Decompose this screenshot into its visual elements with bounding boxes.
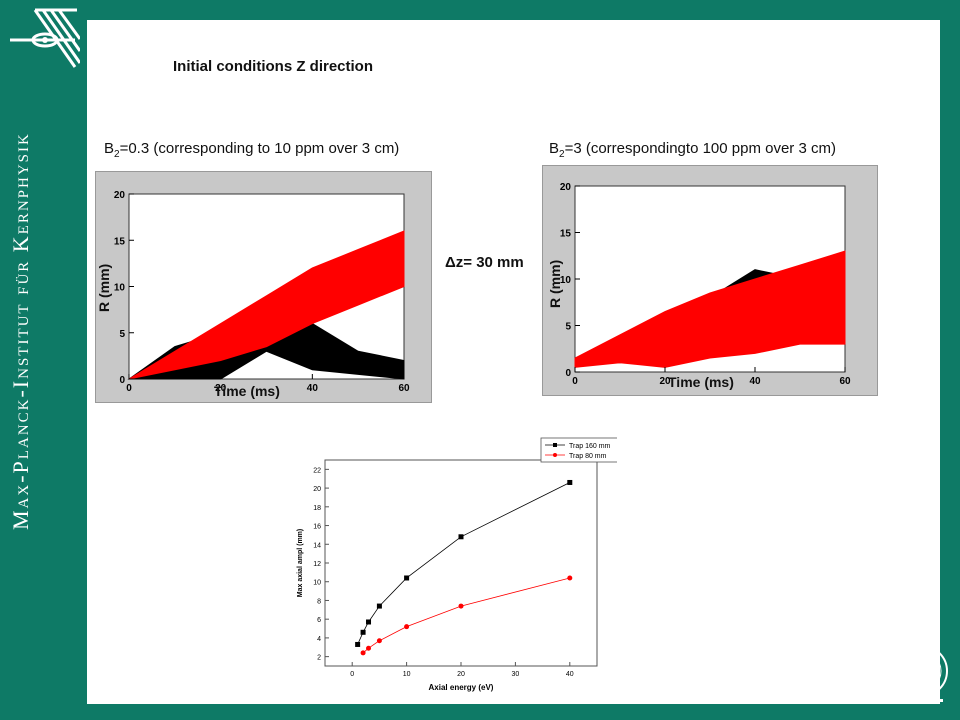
y-tick-label: 14 [313, 542, 321, 549]
legend-box [540, 437, 617, 463]
side-text: Max-Planck-Institut für Kernphysik [8, 132, 33, 530]
band-series-1 [128, 230, 405, 380]
x-tick-label: 0 [350, 671, 354, 678]
data-point [404, 624, 410, 630]
left-plot: 0 5 10 15 20 0 20 40 60 [114, 190, 410, 394]
data-point [376, 603, 382, 609]
series-line-1 [362, 577, 570, 654]
x-tick-label: 20 [215, 383, 227, 394]
left-plot-xlabel: Time (ms) [214, 383, 280, 399]
data-point [567, 479, 573, 485]
data-point [360, 629, 366, 635]
legend-marker [553, 443, 557, 447]
y-tick-label: 0 [565, 368, 571, 379]
data-point [366, 619, 372, 625]
x-tick-label: 0 [126, 383, 132, 394]
y-tick-label: 2 [317, 655, 321, 662]
x-tick-label: 10 [403, 671, 411, 678]
data-point [376, 638, 382, 644]
right-plot-ylabel: R (mm) [547, 259, 563, 308]
y-tick-label: 15 [114, 236, 126, 247]
y-tick-label: 8 [317, 598, 321, 605]
data-point [355, 641, 361, 647]
legend-label: Trap 80 mm [569, 453, 607, 460]
x-tick-label: 20 [659, 376, 671, 387]
caption-right: B2=3 (correspondingto 100 ppm over 3 cm) [549, 140, 836, 160]
x-axis-label: Axial energy (eV) [429, 683, 494, 692]
x-tick-label: 20 [457, 671, 465, 678]
y-tick-label: 10 [114, 283, 126, 294]
plot-area [324, 459, 598, 667]
x-tick-label: 60 [398, 383, 410, 394]
delta-z-label: Δz= 30 mm [445, 254, 524, 271]
data-point [458, 534, 464, 540]
y-tick-label: 15 [560, 229, 572, 240]
y-tick-label: 20 [560, 182, 572, 193]
y-tick-label: 20 [313, 486, 321, 493]
y-tick-label: 10 [560, 275, 572, 286]
y-tick-label: 5 [119, 329, 125, 340]
y-tick-label: 10 [313, 580, 321, 587]
data-point [567, 575, 573, 581]
right-plot-frame: 0 5 10 15 20 0 20 40 60 [542, 165, 878, 396]
data-point [366, 645, 372, 651]
caption-left: B2=0.3 (corresponding to 10 ppm over 3 c… [104, 140, 400, 160]
right-plot-xlabel: Time (ms) [668, 374, 734, 390]
data-point [404, 575, 410, 581]
y-tick-label: 12 [313, 561, 321, 568]
y-tick-label: 18 [313, 505, 321, 512]
x-tick-label: 30 [512, 671, 520, 678]
left-plot-frame: 0 5 10 15 20 0 20 40 60 [95, 171, 432, 403]
y-tick-label: 0 [119, 375, 125, 386]
x-tick-label: 40 [566, 671, 574, 678]
legend-marker [553, 453, 557, 457]
y-axis-label: Max axial ampl (mm) [297, 529, 304, 597]
legend-label: Trap 160 mm [569, 443, 611, 450]
band-series-1 [574, 250, 846, 368]
y-tick-label: 4 [317, 636, 321, 643]
amplitude-line-chart: 2 4 6 8 10 12 14 16 18 20 22 0 10 20 30 40 Axial energy … [283, 428, 617, 696]
x-tick-label: 60 [839, 376, 851, 387]
x-tick-label: 0 [572, 376, 578, 387]
y-tick-label: 6 [317, 617, 321, 624]
data-point [458, 603, 464, 609]
right-plot: 0 5 10 15 20 0 20 40 60 [560, 182, 851, 387]
y-tick-label: 22 [313, 467, 321, 474]
y-tick-label: 5 [565, 322, 571, 333]
data-point [360, 650, 366, 656]
x-tick-label: 40 [307, 383, 319, 394]
institute-logo-icon [10, 8, 80, 68]
series-line-0 [357, 482, 570, 645]
y-tick-label: 16 [313, 524, 321, 531]
y-tick-label: 20 [114, 190, 126, 201]
page-title: Initial conditions Z direction [173, 58, 374, 75]
x-tick-label: 40 [749, 376, 761, 387]
minerva-seal-icon [896, 645, 948, 702]
left-plot-ylabel: R (mm) [96, 263, 112, 312]
